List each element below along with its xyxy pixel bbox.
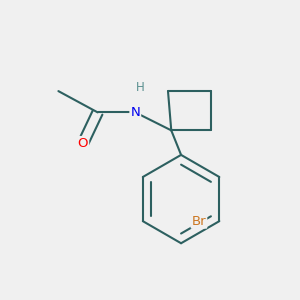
Text: H: H <box>136 81 145 94</box>
Text: N: N <box>130 106 140 119</box>
Text: Br: Br <box>192 215 206 228</box>
Text: O: O <box>78 137 88 150</box>
